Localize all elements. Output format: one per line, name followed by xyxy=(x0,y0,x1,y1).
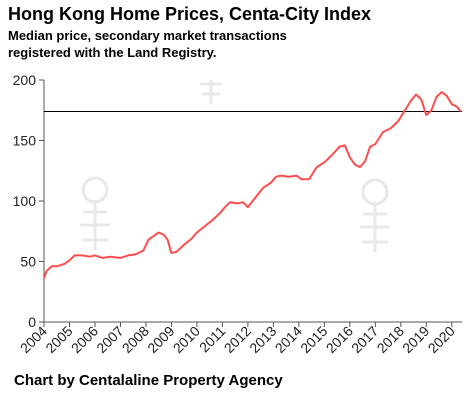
chart-subtitle: Median price, secondary market transacti… xyxy=(8,28,287,60)
chart-credit: Chart by Centalaline Property Agency xyxy=(14,372,283,389)
y-tick-label: 200 xyxy=(13,72,37,88)
x-tick-label: 2009 xyxy=(144,323,177,356)
x-tick-label: 2017 xyxy=(348,323,381,356)
chart-title: Hong Kong Home Prices, Centa-City Index xyxy=(8,4,372,24)
x-tick-label: 2015 xyxy=(297,323,330,356)
x-tick-label: 2012 xyxy=(221,323,254,356)
x-tick-label: 2019 xyxy=(399,323,432,356)
x-tick-label: 2018 xyxy=(374,323,407,356)
y-tick-label: 50 xyxy=(20,254,36,270)
series-line xyxy=(43,91,462,279)
y-tick-label: 100 xyxy=(13,193,37,209)
x-tick-label: 2011 xyxy=(196,323,229,356)
x-tick-label: 2020 xyxy=(425,323,458,356)
x-tick-label: 2010 xyxy=(170,323,203,356)
x-tick-label: 2013 xyxy=(246,323,279,356)
x-tick-label: 2008 xyxy=(119,323,152,356)
y-tick-label: 0 xyxy=(28,314,36,330)
x-tick-label: 2016 xyxy=(323,323,356,356)
watermark-logo-3 xyxy=(200,80,222,104)
y-tick-label: 150 xyxy=(13,133,37,149)
x-tick-label: 2006 xyxy=(68,323,101,356)
x-tick-label: 2014 xyxy=(272,323,305,356)
x-tick-label: 2004 xyxy=(17,323,50,356)
x-tick-label: 2005 xyxy=(42,323,75,356)
x-tick-label: 2007 xyxy=(93,323,126,356)
watermark-logo xyxy=(80,176,110,250)
watermark-logo-2 xyxy=(360,178,390,252)
